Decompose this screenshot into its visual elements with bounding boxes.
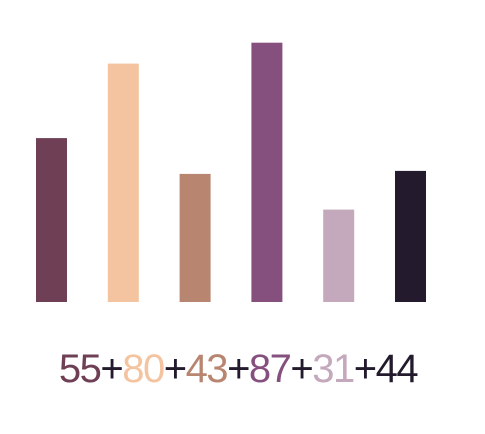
- sum-equation: 55+80+43+87+31+44: [59, 347, 419, 391]
- value-label: 43: [186, 347, 228, 391]
- value-label: 31: [312, 347, 354, 391]
- bar-2: [107, 63, 139, 302]
- plus-sign: +: [164, 347, 186, 391]
- plus-sign: +: [227, 347, 249, 391]
- bars-group: [36, 42, 426, 302]
- plus-sign: +: [100, 347, 122, 391]
- value-label: 44: [376, 347, 419, 391]
- bar-6: [395, 170, 426, 302]
- value-label: 55: [59, 347, 101, 391]
- plus-sign: +: [354, 347, 376, 391]
- bar-4: [251, 42, 283, 302]
- value-label: 80: [122, 347, 164, 391]
- plus-sign: +: [290, 347, 312, 391]
- bar-1: [36, 138, 67, 302]
- bar-3: [179, 173, 211, 302]
- bar-5: [323, 209, 355, 302]
- value-label: 87: [249, 347, 291, 391]
